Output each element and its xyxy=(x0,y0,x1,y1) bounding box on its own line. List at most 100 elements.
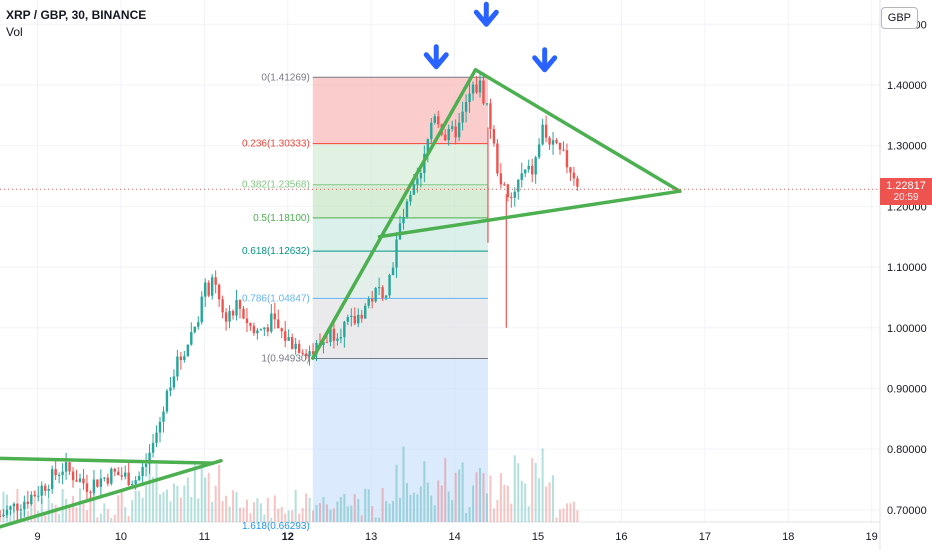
candle-body xyxy=(433,116,436,123)
volume-bar xyxy=(134,490,137,522)
volume-bar xyxy=(329,509,332,522)
candle-body xyxy=(130,483,134,486)
candle-body xyxy=(489,103,492,129)
candle-body xyxy=(92,479,96,493)
volume-bar xyxy=(159,494,162,522)
candle-body xyxy=(165,390,169,412)
volume-bar xyxy=(263,515,266,522)
candle-body xyxy=(228,310,231,322)
volume-bar xyxy=(242,507,245,522)
candle-body xyxy=(398,223,402,240)
candle-body xyxy=(61,471,64,475)
candle-body xyxy=(47,489,50,491)
volume-bar xyxy=(277,508,280,522)
candle-body xyxy=(419,173,423,179)
candle-body xyxy=(249,323,252,326)
volume-bar xyxy=(336,501,339,522)
candle-body xyxy=(329,328,332,343)
candle-body xyxy=(457,122,461,138)
candle-body xyxy=(499,173,503,185)
volume-bar xyxy=(322,497,325,522)
fib-level-label: 0.618(1.12632) xyxy=(242,246,310,257)
fib-zone xyxy=(312,143,488,185)
candle-body xyxy=(444,134,447,141)
candle-body xyxy=(297,343,301,353)
trendline xyxy=(0,458,223,529)
candle-body xyxy=(346,317,350,322)
volume-bar xyxy=(325,504,328,522)
candle-body xyxy=(454,126,457,138)
volume-bar xyxy=(44,515,47,522)
volume-bar xyxy=(534,462,537,522)
candle-body xyxy=(263,327,266,330)
volume-indicator-label[interactable]: Vol xyxy=(6,25,23,39)
candle-body xyxy=(134,480,137,484)
volume-bar xyxy=(430,495,433,522)
volume-bar xyxy=(117,495,120,522)
down-arrow-icon xyxy=(423,44,449,70)
volume-bar xyxy=(40,498,43,522)
candle-body xyxy=(284,331,287,341)
fib-level-label: 0.786(1.04847) xyxy=(242,293,310,304)
volume-bar xyxy=(162,492,165,522)
candle-body xyxy=(364,305,367,319)
volume-bar xyxy=(176,485,179,522)
candle-body xyxy=(54,469,57,476)
candle-body xyxy=(530,165,534,175)
volume-bar xyxy=(395,464,398,522)
candle-body xyxy=(520,173,523,180)
candle-body xyxy=(395,239,398,268)
volume-bar xyxy=(527,506,530,522)
volume-bar xyxy=(520,480,523,522)
volume-bar xyxy=(562,508,565,522)
candle-body xyxy=(510,197,513,199)
volume-bar xyxy=(127,515,130,522)
candle-body xyxy=(437,116,440,125)
candle-body xyxy=(158,421,162,433)
candle-body xyxy=(155,432,158,443)
candle-body xyxy=(266,327,270,332)
volume-bar xyxy=(444,457,447,522)
candle-body xyxy=(172,376,176,388)
volume-bar xyxy=(131,499,134,522)
candle-body xyxy=(23,501,26,510)
volume-bar xyxy=(388,503,391,522)
volume-bar xyxy=(186,477,189,522)
candle-body xyxy=(572,172,576,179)
volume-bar xyxy=(506,485,509,522)
candle-body xyxy=(468,93,471,103)
x-tick-label: 18 xyxy=(782,531,794,543)
candle-body xyxy=(537,144,541,158)
volume-bar xyxy=(96,517,99,522)
x-tick-label: 10 xyxy=(115,531,127,543)
volume-bar xyxy=(572,501,575,522)
candle-body xyxy=(402,216,405,224)
arrow-head xyxy=(532,55,558,73)
volume-bar xyxy=(169,501,172,522)
currency-button[interactable]: GBP xyxy=(880,7,918,29)
candle-body xyxy=(5,509,9,515)
volume-bar xyxy=(510,503,513,522)
fib-level-label: 0(1.41269) xyxy=(261,72,309,83)
fib-level-label: 1.618(0.66293) xyxy=(242,521,310,532)
candle-body xyxy=(412,184,416,195)
volume-bar xyxy=(489,475,492,522)
volume-bar xyxy=(468,507,471,522)
candle-body xyxy=(405,201,409,217)
candle-body xyxy=(506,184,510,198)
candle-body xyxy=(127,472,130,486)
candle-body xyxy=(2,514,5,517)
volume-bar xyxy=(412,492,415,522)
candle-body xyxy=(541,124,544,145)
y-tick-label: 1.30000 xyxy=(887,141,927,153)
volume-bar xyxy=(165,489,168,522)
volume-bar xyxy=(259,503,262,522)
volume-bar xyxy=(85,510,88,522)
volume-bar xyxy=(517,463,520,522)
y-tick-label: 1.10000 xyxy=(887,262,927,274)
volume-bar xyxy=(357,499,360,522)
volume-bar xyxy=(531,458,534,522)
candle-body xyxy=(464,102,468,112)
